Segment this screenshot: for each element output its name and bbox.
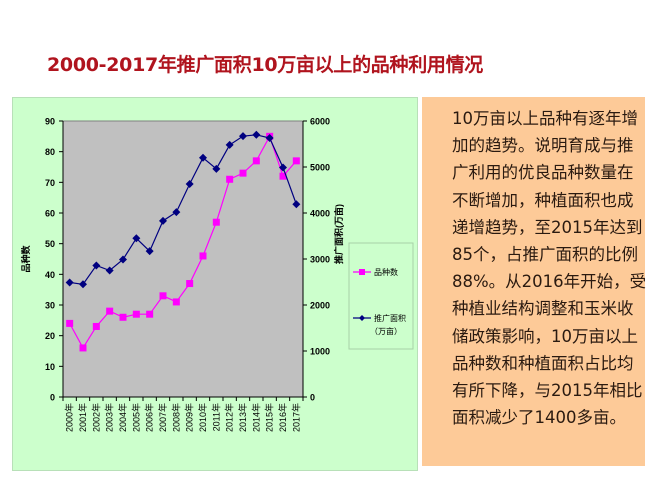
data-point-diamond: [185, 180, 194, 189]
description-line: 88%。从2016年开始，受: [452, 272, 647, 292]
data-point-diamond: [172, 208, 181, 217]
legend-label-unit: （万亩）: [370, 326, 402, 336]
x-tick-label: 2007年: [157, 403, 168, 432]
y-tick-label: 0: [50, 393, 55, 403]
legend-label: 品种数: [374, 267, 398, 277]
y-axis-label: 品种数: [20, 245, 31, 273]
data-point-square: [119, 313, 127, 321]
data-point-diamond: [199, 153, 207, 162]
description-line: 递增趋势，至2015年达到: [452, 217, 643, 237]
data-point-square: [172, 298, 180, 306]
legend-box: [348, 242, 414, 350]
x-tick-label: 2001年: [77, 403, 88, 432]
y2-tick-label: 4000: [310, 209, 330, 219]
data-point-diamond: [65, 278, 74, 287]
x-tick-label: 2005年: [130, 403, 141, 432]
y-tick-label: 50: [45, 239, 55, 249]
data-point-square: [66, 319, 74, 327]
data-point-square: [239, 169, 247, 177]
data-point-diamond: [292, 200, 301, 209]
y2-axis-label: 推广面积(万亩): [333, 204, 344, 264]
x-tick-label: 2015年: [264, 403, 275, 432]
description-line: 种植业结构调整和玉米收: [452, 299, 634, 319]
description-panel: 10万亩以上品种有逐年增 加的趋势。说明育成与推 广利用的优良品种数量在 不断增加，种…: [422, 97, 647, 466]
data-point-square: [132, 310, 140, 318]
y-tick-label: 10: [45, 362, 55, 372]
legend-label: 推广面积: [374, 313, 406, 323]
x-tick-label: 2002年: [90, 403, 101, 432]
data-point-square: [79, 344, 87, 352]
x-tick-label: 2016年: [277, 403, 288, 432]
x-tick-label: 2010年: [197, 403, 208, 432]
y2-tick-label: 5000: [310, 163, 330, 173]
data-point-diamond: [225, 140, 234, 149]
x-tick-label: 2003年: [104, 403, 115, 432]
data-point-diamond: [239, 132, 247, 141]
y2-tick-label: 6000: [310, 117, 330, 127]
data-point-diamond: [92, 261, 101, 270]
y-tick-label: 40: [45, 270, 55, 280]
legend-marker-square: [359, 269, 365, 275]
y-tick-label: 80: [45, 147, 55, 157]
data-point-diamond: [159, 216, 167, 225]
plot-area: [62, 120, 304, 398]
data-point-square: [226, 175, 234, 183]
x-tick-label: 2008年: [170, 403, 181, 432]
data-point-diamond: [105, 266, 114, 275]
y-tick-label: 60: [45, 209, 55, 219]
data-point-diamond: [279, 163, 287, 172]
y-tick-label: 90: [45, 117, 55, 127]
data-point-square: [92, 322, 100, 330]
x-tick-label: 2009年: [184, 403, 195, 432]
data-point-square: [252, 157, 260, 165]
chart-panel: 0 10 20 30 40 50 60 70 80 90 0 1000 2000 3000 4000 5000…: [12, 97, 418, 471]
x-tick-label: 2000年: [64, 403, 75, 432]
x-tick-label: 2017年: [290, 403, 301, 432]
data-point-square: [199, 252, 207, 260]
page-title: 2000-2017年推广面积10万亩以上的品种利用情况: [47, 54, 483, 76]
data-point-diamond: [212, 164, 221, 173]
data-point-diamond: [132, 234, 141, 243]
x-tick-label: 2014年: [250, 403, 261, 432]
data-point-diamond: [145, 247, 154, 256]
description-line: 加的趋势。说明育成与推: [452, 136, 634, 156]
data-point-square: [186, 280, 194, 288]
description-line: 85个，占推广面积的比例: [452, 245, 638, 264]
data-point-square: [279, 172, 287, 180]
description-line: 品种数和种植面积占比均: [452, 353, 634, 373]
x-tick-label: 2013年: [237, 403, 248, 432]
x-tick-label: 2012年: [224, 403, 235, 432]
description-line: 储政策影响，10万亩以上: [452, 326, 638, 346]
y2-tick-label: 1000: [310, 347, 330, 357]
data-point-square: [212, 218, 220, 226]
y-tick-label: 20: [45, 331, 55, 341]
y-tick-label: 70: [45, 178, 55, 188]
data-point-square: [106, 307, 114, 315]
description-line: 有所下降，与2015年相比: [452, 381, 643, 400]
description-line: 不断增加，种植面积也成: [452, 190, 634, 210]
data-point-diamond: [265, 134, 274, 143]
data-point-diamond: [252, 130, 261, 139]
data-point-square: [292, 157, 300, 165]
y-tick-label: 30: [45, 301, 55, 311]
data-point-square: [159, 292, 167, 300]
data-point-diamond: [119, 255, 127, 264]
y2-tick-label: 2000: [310, 301, 330, 311]
legend-marker-diamond: [359, 315, 365, 321]
y2-tick-label: 0: [310, 393, 315, 403]
description-line: 10万亩以上品种有逐年增: [452, 109, 638, 128]
dual-axis-line-chart: 0 10 20 30 40 50 60 70 80 90 0 1000 2000 3000 4000 5000…: [20, 117, 414, 432]
y2-tick-label: 3000: [310, 255, 330, 265]
description-line: 面积减少了1400多亩。: [452, 408, 626, 428]
description-line: 广利用的优良品种数量在: [452, 163, 634, 183]
data-point-diamond: [79, 280, 87, 289]
x-tick-label: 2004年: [117, 403, 128, 432]
x-tick-label: 2006年: [144, 403, 155, 432]
data-point-square: [146, 310, 154, 318]
x-tick-label: 2011年: [210, 403, 221, 431]
